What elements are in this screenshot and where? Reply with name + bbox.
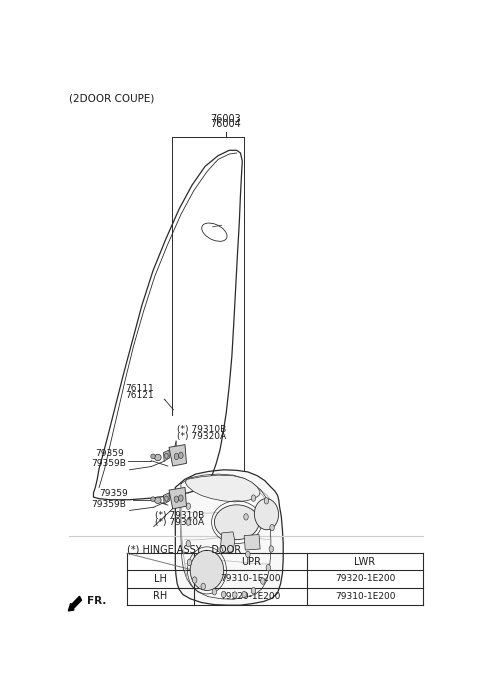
Text: 79310-1E200: 79310-1E200: [335, 591, 396, 600]
Circle shape: [174, 496, 179, 502]
Text: (*) 79320A: (*) 79320A: [177, 432, 226, 441]
Ellipse shape: [155, 497, 161, 503]
Text: 79310-1E200: 79310-1E200: [220, 575, 281, 583]
Circle shape: [165, 453, 168, 459]
Ellipse shape: [254, 498, 278, 530]
Polygon shape: [163, 450, 169, 461]
Circle shape: [174, 453, 179, 459]
Text: (*) HINGE ASSY - DOOR: (*) HINGE ASSY - DOOR: [127, 545, 241, 555]
Text: 76004: 76004: [210, 119, 241, 129]
Text: 79359B: 79359B: [92, 459, 127, 468]
Polygon shape: [175, 470, 283, 605]
Text: 76111: 76111: [125, 384, 154, 393]
Text: 76003: 76003: [210, 113, 241, 124]
Ellipse shape: [155, 455, 161, 461]
Text: 79359: 79359: [96, 449, 124, 458]
Polygon shape: [163, 493, 169, 504]
Circle shape: [179, 452, 183, 459]
Ellipse shape: [151, 454, 155, 459]
Text: (*) 79310B: (*) 79310B: [155, 511, 204, 520]
Text: 79359B: 79359B: [92, 500, 127, 509]
Circle shape: [242, 591, 246, 598]
Circle shape: [233, 591, 237, 598]
Circle shape: [165, 496, 168, 501]
Text: FR.: FR.: [87, 596, 106, 607]
Circle shape: [187, 559, 192, 566]
Circle shape: [270, 524, 274, 531]
Polygon shape: [221, 532, 235, 553]
Ellipse shape: [190, 550, 224, 591]
Circle shape: [212, 589, 216, 595]
FancyArrow shape: [68, 596, 82, 611]
Text: 76121: 76121: [125, 391, 154, 400]
Text: (*) 79310B: (*) 79310B: [177, 425, 227, 434]
Circle shape: [266, 564, 271, 571]
Text: 79359: 79359: [99, 489, 128, 498]
Text: (*) 79320A: (*) 79320A: [155, 518, 204, 527]
Ellipse shape: [215, 505, 259, 539]
Text: (2DOOR COUPE): (2DOOR COUPE): [69, 93, 155, 103]
Circle shape: [186, 503, 191, 509]
Circle shape: [186, 519, 191, 525]
Circle shape: [192, 577, 197, 583]
Text: UPR: UPR: [240, 557, 261, 567]
Circle shape: [264, 498, 269, 504]
Circle shape: [251, 495, 256, 501]
Text: LWR: LWR: [354, 557, 376, 567]
Circle shape: [186, 541, 191, 547]
Circle shape: [179, 495, 183, 501]
Text: 79320-1E200: 79320-1E200: [335, 575, 395, 583]
Polygon shape: [169, 445, 186, 466]
Circle shape: [261, 578, 265, 584]
Text: 79320-1E200: 79320-1E200: [220, 591, 281, 600]
Polygon shape: [169, 487, 186, 509]
Polygon shape: [244, 534, 260, 550]
Text: LH: LH: [154, 574, 167, 584]
Text: RH: RH: [153, 591, 168, 601]
Ellipse shape: [151, 497, 155, 502]
Circle shape: [244, 514, 248, 520]
Circle shape: [269, 546, 274, 553]
Circle shape: [201, 583, 205, 589]
Polygon shape: [185, 475, 260, 502]
Circle shape: [251, 587, 256, 594]
Circle shape: [221, 591, 226, 598]
Circle shape: [246, 551, 250, 557]
